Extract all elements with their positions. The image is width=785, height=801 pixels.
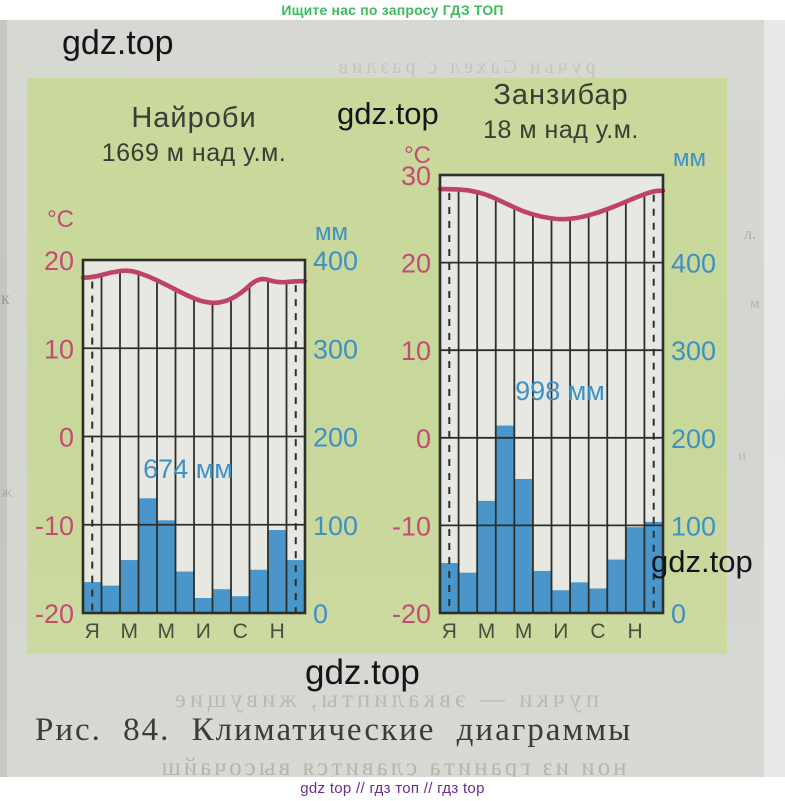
watermark-gdz-top-4: gdz.top (305, 653, 420, 692)
watermark-gdz-top-2: gdz.top (337, 96, 439, 131)
bottom-strip: gdz top // гдз топ // гдз top (0, 777, 785, 801)
precip-axis-unit: мм (673, 145, 706, 172)
temp-tick-label: 30 (401, 161, 431, 191)
precip-tick-label: 300 (671, 336, 716, 366)
plot-frame (81, 258, 307, 615)
precip-bar (286, 560, 305, 613)
temp-tick-label: 0 (416, 424, 431, 454)
precip-bar (83, 582, 102, 613)
precip-bar (607, 559, 626, 613)
precip-bar (625, 527, 645, 613)
precip-bar (249, 569, 268, 613)
temp-tick-label: -10 (392, 511, 431, 541)
temp-tick-label: -20 (35, 599, 74, 629)
month-label: М (478, 620, 496, 643)
temp-tick-label: 10 (44, 334, 74, 364)
chart-title-nairobi: Найроби 1669 м над у.м. (54, 102, 334, 168)
month-label: И (553, 620, 568, 643)
annual-precip-label: 674 мм (143, 454, 233, 484)
precip-bar (644, 521, 663, 613)
page-left-edge-shadow (0, 20, 7, 777)
footer-text: gdz top // гдз топ // гдз top (300, 780, 485, 797)
month-label: С (233, 620, 248, 643)
precip-tick-label: 0 (313, 599, 328, 629)
month-label: М (121, 620, 139, 643)
page-right-edge-highlight (764, 20, 785, 777)
precip-bar (514, 478, 533, 613)
bleed-through-edge-mark: м (750, 296, 760, 312)
precip-bar (458, 572, 478, 613)
precip-bar (570, 582, 589, 613)
month-label: Я (442, 620, 457, 643)
precip-bar (588, 588, 608, 613)
city-elevation: 1669 м над у.м. (101, 139, 287, 167)
figure-caption: Рис. 84. Климатические диаграммы (35, 712, 633, 748)
precip-axis-unit: мм (315, 219, 348, 246)
bleed-through-edge-mark: и (738, 448, 747, 464)
precip-bar (138, 498, 157, 613)
month-label: М (515, 620, 533, 643)
precip-bar (157, 520, 176, 613)
banner-text: Ищите нас по запросу ГДЗ ТОП (281, 2, 504, 18)
precip-bar (551, 590, 571, 613)
precip-tick-label: 400 (313, 246, 358, 276)
precip-bar (194, 597, 213, 613)
city-name: Занзибар (493, 79, 629, 111)
chart-title-zanzibar: Занзибар 18 м над у.м. (421, 79, 701, 145)
temp-axis-unit: °C (47, 206, 74, 233)
precip-tick-label: 400 (671, 249, 716, 279)
precip-bar (120, 560, 139, 613)
precip-bar (101, 585, 120, 613)
temp-tick-label: 10 (401, 336, 431, 366)
precip-bar (495, 425, 515, 613)
temperature-curve (80, 268, 308, 306)
bleed-through-edge-mark: л. (744, 226, 756, 243)
month-label: С (590, 620, 605, 643)
precip-tick-label: 200 (313, 423, 358, 453)
month-label: И (196, 620, 211, 643)
annual-precip-label: 998 мм (515, 376, 605, 406)
month-label: Н (270, 620, 285, 643)
precip-tick-label: 0 (671, 599, 686, 629)
precip-tick-label: 100 (313, 511, 358, 541)
top-banner: Ищите нас по запросу ГДЗ ТОП (0, 0, 785, 20)
precip-bar (231, 596, 250, 613)
bleed-through-edge-mark: ж (1, 484, 13, 501)
temperature-curve (437, 186, 666, 222)
city-elevation: 18 м над у.м. (483, 116, 639, 144)
precip-tick-label: 200 (671, 424, 716, 454)
month-label: Н (628, 620, 643, 643)
bleed-through-edge-mark: к (1, 288, 10, 308)
precip-bar (175, 571, 194, 613)
temp-tick-label: -20 (392, 599, 431, 629)
watermark-gdz-top-3: gdz.top (651, 544, 753, 579)
bleed-through-text-top: ручьи Сахел с разлив (334, 56, 596, 78)
precip-bar (268, 530, 287, 613)
precip-tick-label: 300 (313, 334, 358, 364)
watermark-gdz-top-1: gdz.top (62, 24, 174, 62)
precip-tick-label: 100 (671, 511, 716, 541)
temp-axis-unit: °C (404, 142, 431, 169)
temp-tick-label: 0 (59, 423, 74, 453)
precip-bar (532, 570, 552, 613)
city-name: Найроби (131, 102, 257, 134)
plot-frame (438, 173, 665, 615)
temp-tick-label: 20 (401, 249, 431, 279)
precip-bar (477, 500, 496, 613)
month-label: Я (85, 620, 100, 643)
precip-bar (212, 589, 231, 613)
month-label: М (158, 620, 176, 643)
temp-tick-label: 20 (44, 246, 74, 276)
temp-tick-label: -10 (35, 511, 74, 541)
